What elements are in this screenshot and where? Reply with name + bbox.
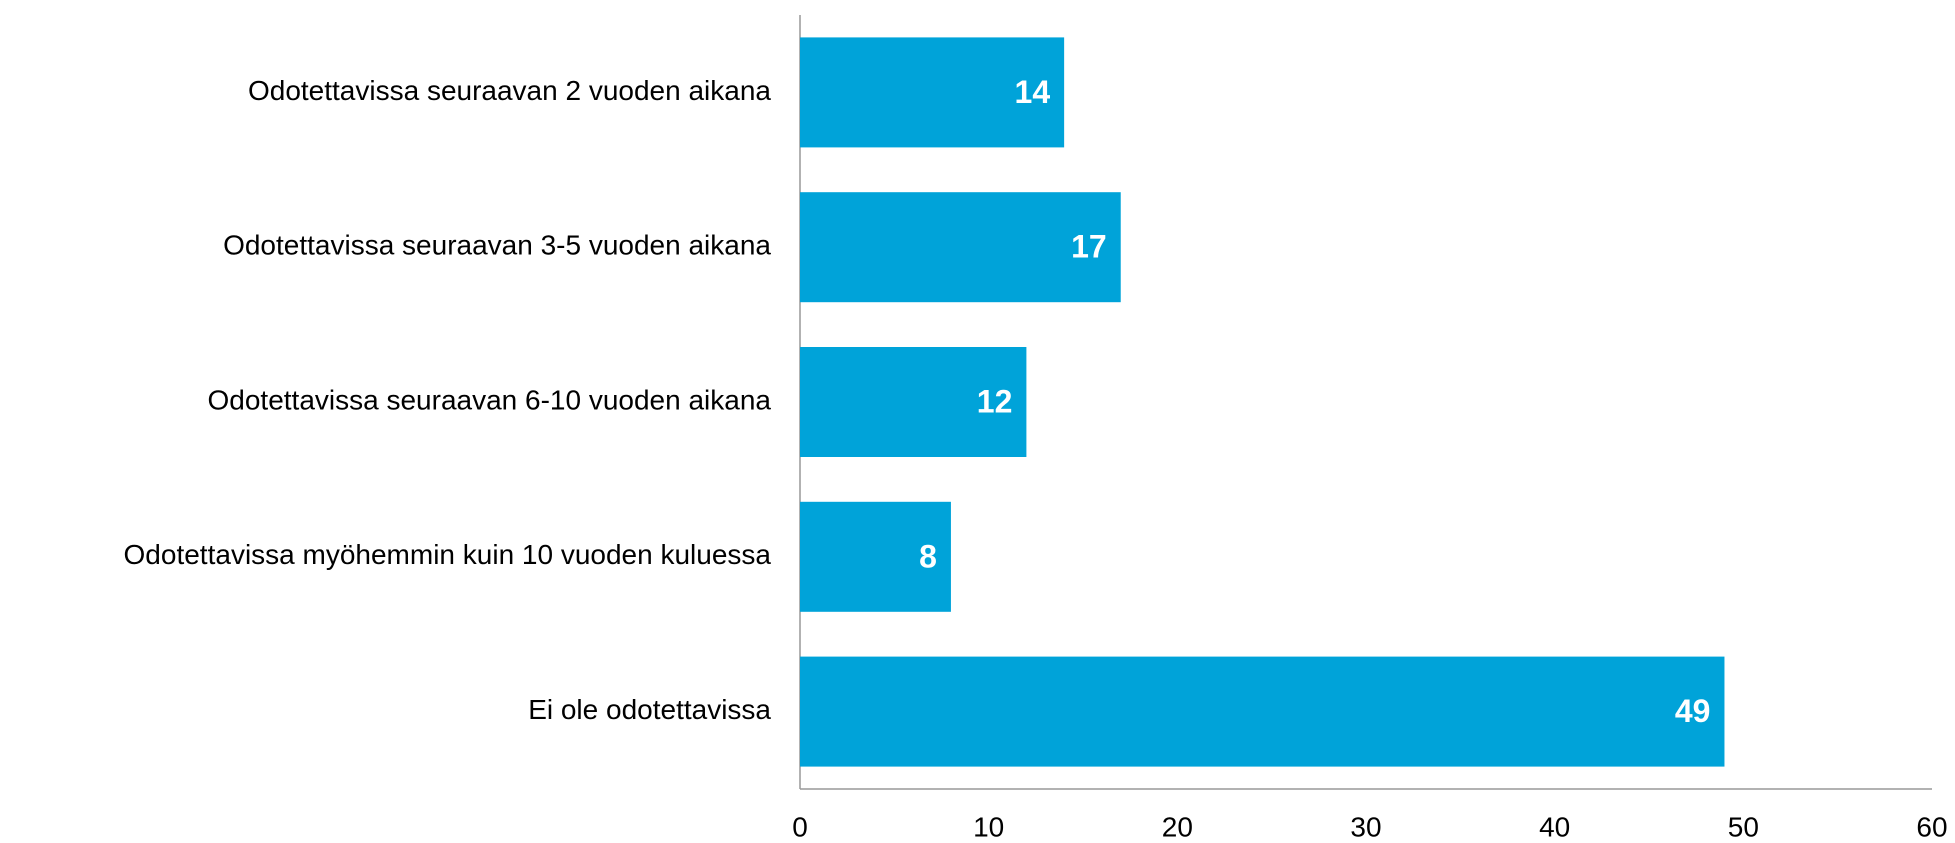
y-tick-label: Odotettavissa seuraavan 2 vuoden aikana	[248, 75, 771, 106]
value-label: 8	[919, 538, 937, 574]
y-tick-label: Odotettavissa seuraavan 3-5 vuoden aikan…	[223, 230, 771, 261]
value-label: 12	[977, 383, 1013, 419]
value-label: 17	[1071, 229, 1107, 265]
x-tick-label: 0	[792, 811, 808, 842]
x-tick-label: 20	[1162, 811, 1193, 842]
value-label: 14	[1015, 74, 1051, 110]
y-tick-label: Odotettavissa myöhemmin kuin 10 vuoden k…	[124, 539, 772, 570]
bar	[800, 656, 1725, 767]
y-tick-label: Ei ole odotettavissa	[528, 694, 771, 725]
x-tick-label: 50	[1728, 811, 1759, 842]
bar	[800, 192, 1121, 303]
bar	[800, 37, 1065, 148]
bar	[800, 501, 951, 612]
y-tick-label: Odotettavissa seuraavan 6-10 vuoden aika…	[208, 384, 772, 415]
x-tick-label: 30	[1350, 811, 1381, 842]
bar	[800, 347, 1027, 457]
value-label: 49	[1675, 693, 1711, 729]
x-tick-label: 10	[973, 811, 1004, 842]
x-tick-label: 60	[1916, 811, 1947, 842]
x-tick-label: 40	[1539, 811, 1570, 842]
